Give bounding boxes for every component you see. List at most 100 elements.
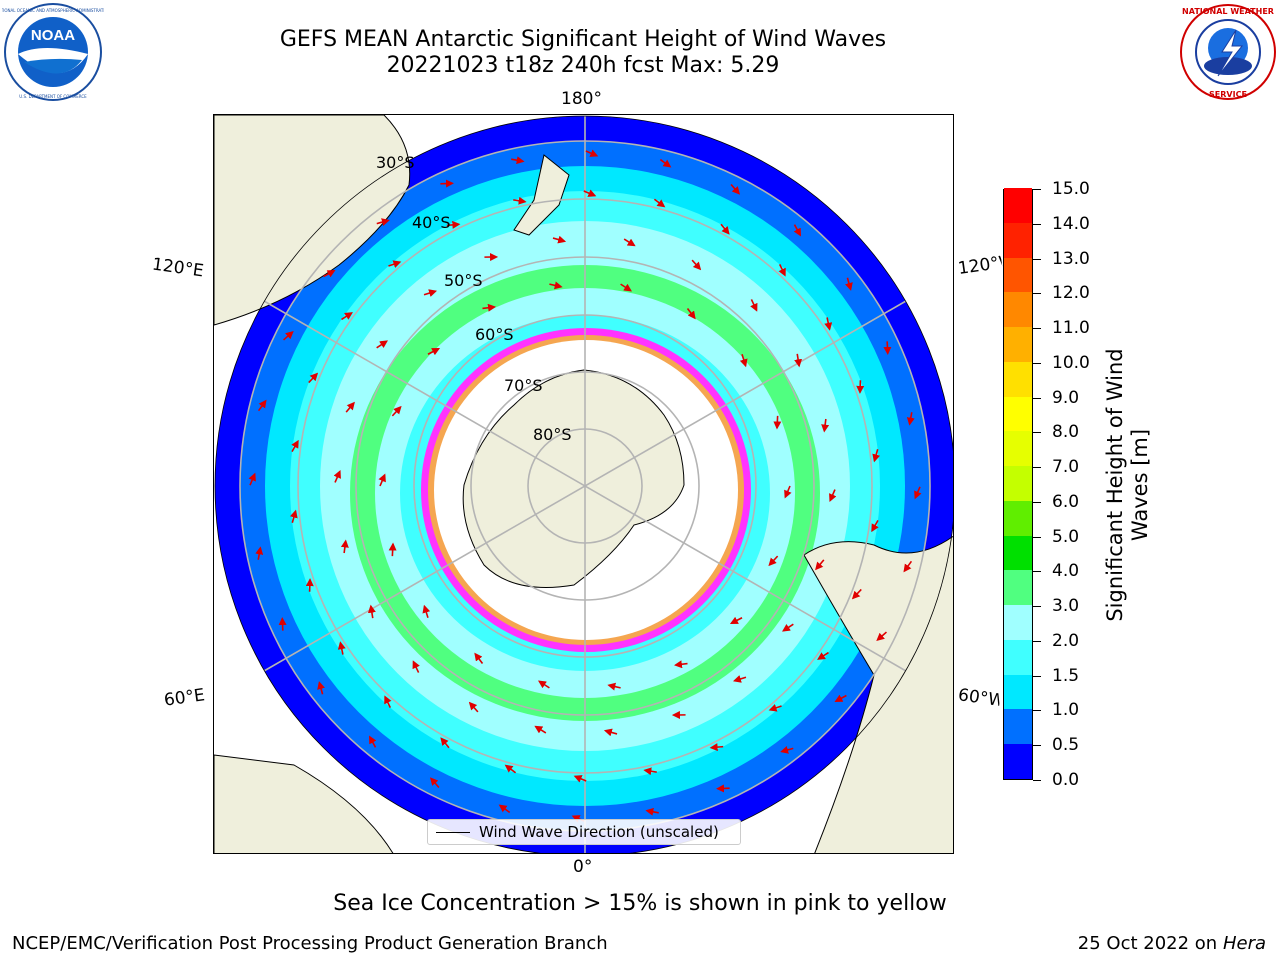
wave-direction-arrow <box>686 307 696 320</box>
wave-direction-arrow <box>446 220 461 229</box>
colorbar-segment <box>1004 257 1032 293</box>
wave-direction-arrow <box>468 701 479 713</box>
colorbar-tick <box>1033 606 1041 608</box>
colorbar-segment <box>1004 326 1032 362</box>
lat-label-30s: 30°S <box>376 153 415 172</box>
colorbar-tick-label: 10.0 <box>1052 352 1090 373</box>
colorbar-tick <box>1033 223 1041 225</box>
svg-text:NATIONAL OCEANIC AND ATMOSPHER: NATIONAL OCEANIC AND ATMOSPHERIC ADMINIS… <box>2 8 104 13</box>
wave-direction-arrow <box>323 270 336 278</box>
wave-direction-arrow <box>422 604 431 619</box>
wave-direction-arrow <box>429 777 440 789</box>
footer-date-text: 25 Oct 2022 on <box>1077 933 1223 954</box>
wave-direction-arrow <box>482 303 496 312</box>
wave-direction-arrow <box>834 694 847 702</box>
wave-direction-arrow <box>367 604 376 619</box>
legend-line-sample <box>436 832 470 833</box>
lon-label-60w: 60°W <box>956 685 1002 711</box>
wave-direction-arrow <box>534 725 547 734</box>
wave-direction-arrow <box>549 281 563 290</box>
lon-label-60e: 60°E <box>162 685 207 711</box>
wave-direction-arrow <box>793 224 801 237</box>
colorbar-tick-label: 5.0 <box>1052 526 1080 547</box>
svg-text:NATIONAL WEATHER: NATIONAL WEATHER <box>1182 7 1274 16</box>
colorbar-tick-label: 13.0 <box>1052 248 1090 269</box>
wave-direction-arrow <box>817 651 829 660</box>
colorbar-segment <box>1004 569 1032 606</box>
lat-label-80s: 80°S <box>533 425 572 444</box>
colorbar-tick-label: 0.5 <box>1052 735 1080 756</box>
colorbar-tick <box>1033 780 1041 781</box>
wave-direction-arrow <box>278 617 287 631</box>
wave-direction-arrow <box>872 449 881 463</box>
wave-direction-arrow <box>552 235 567 244</box>
wave-direction-arrow <box>720 223 730 235</box>
colorbar-tick <box>1033 397 1041 399</box>
wave-direction-arrow <box>573 775 587 783</box>
wave-direction-arrow <box>308 372 319 384</box>
wave-direction-arrow <box>643 767 657 776</box>
colorbar-tick-label: 3.0 <box>1052 596 1080 617</box>
wave-direction-arrow <box>603 728 618 737</box>
colorbar-tick <box>1033 258 1041 260</box>
colorbar-tick-label: 6.0 <box>1052 491 1080 512</box>
wave-direction-arrow <box>815 559 825 571</box>
svg-text:SERVICE: SERVICE <box>1209 90 1247 99</box>
africa-land <box>214 754 394 853</box>
colorbar-tick-label: 11.0 <box>1052 318 1090 339</box>
colorbar-title: Significant Height of Wind Waves [m] <box>1103 348 1152 622</box>
colorbar-tick-label: 0.0 <box>1052 770 1080 790</box>
wave-direction-arrow <box>376 340 388 349</box>
colorbar-tick <box>1033 640 1041 642</box>
wave-direction-arrow <box>340 539 349 554</box>
wave-direction-arrow <box>773 415 782 430</box>
wave-direction-arrow <box>780 746 794 754</box>
wave-direction-arrow <box>391 405 402 417</box>
footer-date: 25 Oct 2022 on Hera <box>1078 933 1266 954</box>
wave-direction-arrow <box>376 218 390 226</box>
wave-direction-arrow <box>248 472 256 486</box>
wave-direction-arrow <box>412 660 420 673</box>
nws-logo: NATIONAL WEATHER SERVICE <box>1180 4 1276 100</box>
wave-direction-arrow <box>653 198 666 208</box>
wave-direction-arrow <box>345 401 355 413</box>
wave-direction-arrow <box>716 784 730 793</box>
colorbar-tick-label: 12.0 <box>1052 283 1090 304</box>
chart-title: GEFS MEAN Antarctic Significant Height o… <box>279 27 887 52</box>
sea-ice-note: Sea Ice Concentration > 15% is shown in … <box>333 891 947 916</box>
wave-direction-arrow <box>369 735 377 748</box>
wave-direction-arrow <box>607 682 621 691</box>
wave-direction-arrow <box>623 238 636 247</box>
wave-direction-arrow <box>474 652 484 665</box>
wave-direction-arrow <box>423 289 438 297</box>
colorbar-tick <box>1033 501 1041 503</box>
lon-label-180: 180° <box>561 89 602 109</box>
wave-direction-arrow <box>440 737 450 749</box>
wave-direction-arrow <box>824 317 833 331</box>
wave-direction-arrow <box>537 680 550 689</box>
lat-label-50s: 50°S <box>444 271 483 290</box>
wave-direction-arrow <box>257 399 267 412</box>
lat-label-70s: 70°S <box>504 376 543 395</box>
colorbar-segment <box>1004 604 1032 640</box>
chart-subtitle: 20221023 t18z 240h fcst Max: 5.29 <box>386 53 780 78</box>
wave-direction-arrow <box>337 641 346 655</box>
legend-label: Wind Wave Direction (unscaled) <box>479 823 719 841</box>
wave-direction-arrow <box>511 156 525 165</box>
colorbar-segment <box>1004 743 1032 779</box>
wave-direction-arrow <box>620 283 633 292</box>
footer-credit: NCEP/EMC/Verification Post Processing Pr… <box>12 933 608 954</box>
wave-direction-arrow <box>282 330 294 341</box>
wave-direction-arrow <box>583 189 597 197</box>
noaa-logo-text: NOAA <box>31 27 75 44</box>
colorbar-segment <box>1004 535 1032 571</box>
colorbar-segment <box>1004 709 1032 745</box>
colorbar-segment <box>1004 222 1032 258</box>
wave-direction-arrow <box>794 353 803 368</box>
wave-direction-arrow <box>732 675 747 683</box>
lat-label-40s: 40°S <box>412 213 451 232</box>
lon-label-120e: 120°E <box>150 254 205 282</box>
polar-map-svg <box>214 115 953 853</box>
colorbar-tick <box>1033 675 1041 677</box>
colorbar-segment <box>1004 291 1032 328</box>
